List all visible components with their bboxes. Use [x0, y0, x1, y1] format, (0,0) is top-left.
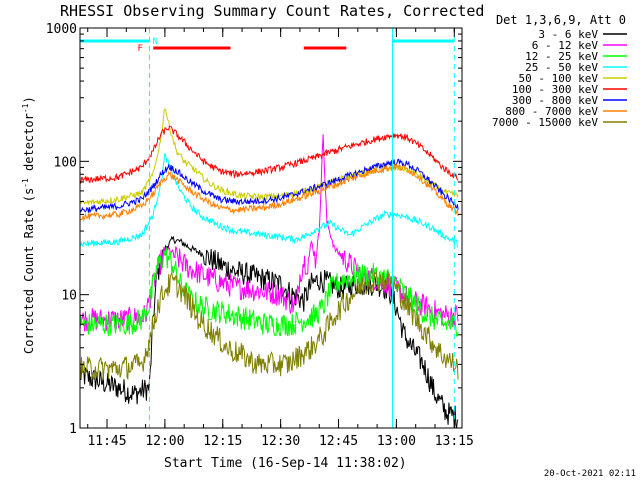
series-line-4 — [79, 108, 459, 206]
y-axis-label-end: ) — [22, 96, 36, 103]
timestamp: 20-Oct-2021 02:11 — [544, 469, 636, 479]
x-tick-label: 13:15 — [435, 434, 474, 449]
x-tick-label: 12:45 — [319, 434, 358, 449]
x-tick-label: 12:15 — [203, 434, 242, 449]
y-axis-label-main: Corrected Count Rate (s — [22, 188, 36, 354]
series-line-6 — [79, 158, 459, 214]
legend-label: 300 - 800 keV — [512, 94, 598, 107]
series-line-3 — [79, 153, 459, 248]
series-line-7 — [79, 162, 459, 223]
y-axis-label-sup2: -1 — [21, 103, 30, 113]
flag-n-label: N — [152, 37, 157, 47]
x-tick-label: 11:45 — [87, 434, 126, 449]
series-line-2 — [79, 247, 459, 337]
y-tick-label: 100 — [54, 155, 77, 170]
y-tick-label: 1 — [69, 422, 77, 437]
legend-label: 100 - 300 keV — [512, 83, 598, 96]
y-tick-label: 1000 — [46, 22, 77, 37]
y-axis-label-sup1: -1 — [21, 178, 30, 188]
plot-area: NF 1 10 100 1000 11:45 12:00 12:15 12:30 12:45 13:… — [46, 22, 474, 449]
chart-title: RHESSI Observing Summary Count Rates, Co… — [60, 2, 484, 20]
y-tick-label: 10 — [61, 289, 77, 304]
legend-label: 50 - 100 keV — [519, 72, 599, 85]
legend-label: 12 - 25 keV — [525, 50, 598, 63]
legend-label: 7000 - 15000 keV — [492, 116, 598, 129]
plot-frame — [79, 27, 463, 429]
legend-label: 6 - 12 keV — [532, 39, 599, 52]
x-axis-label: Start Time (16-Sep-14 11:38:02) — [164, 456, 407, 471]
x-tick-label: 12:00 — [145, 434, 184, 449]
legend-label: 800 - 7000 keV — [505, 105, 598, 118]
legend-label: 25 - 50 keV — [525, 61, 598, 74]
y-axis-label: Corrected Count Rate (s-1 detector-1) — [21, 96, 36, 354]
flag-f-label: F — [137, 44, 142, 54]
y-axis-label-mid: detector — [22, 113, 36, 178]
series-line-8 — [79, 270, 459, 381]
series-line-1 — [79, 134, 459, 332]
legend-label: 3 - 6 keV — [538, 28, 598, 41]
series-line-5 — [79, 125, 459, 184]
x-tick-label: 13:00 — [377, 434, 416, 449]
series-line-0 — [79, 235, 459, 429]
x-tick-label: 12:30 — [261, 434, 300, 449]
legend-title: Det 1,3,6,9, Att 0 — [496, 13, 626, 27]
